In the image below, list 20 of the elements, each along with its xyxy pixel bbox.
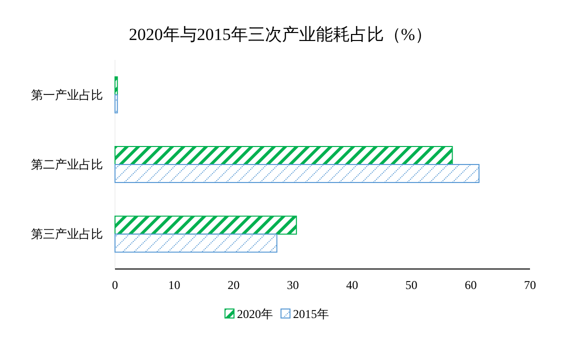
legend-label: 2020年 [237,307,273,321]
x-tick-label: 10 [168,278,180,292]
y-tick-label: 第三产业占比 [31,227,103,242]
x-tick-label: 60 [464,278,477,292]
y-tick-label: 第二产业占比 [31,158,103,172]
x-tick-label: 70 [524,278,536,292]
x-tick-label: 0 [112,278,118,292]
chart-title: 2020年与2015年三次产业能耗占比（%） [128,25,432,44]
x-tick-label: 50 [405,278,418,292]
bar [114,216,297,235]
y-tick-label: 第一产业占比 [31,88,103,102]
bar [114,76,118,96]
x-tick-label: 30 [286,278,299,292]
bar [114,146,453,165]
bar [114,234,278,253]
x-tick-label: 20 [228,278,240,292]
bar [114,94,118,114]
x-tick-label: 40 [346,278,358,292]
legend-label: 2015年 [293,307,329,321]
bar [114,164,480,183]
